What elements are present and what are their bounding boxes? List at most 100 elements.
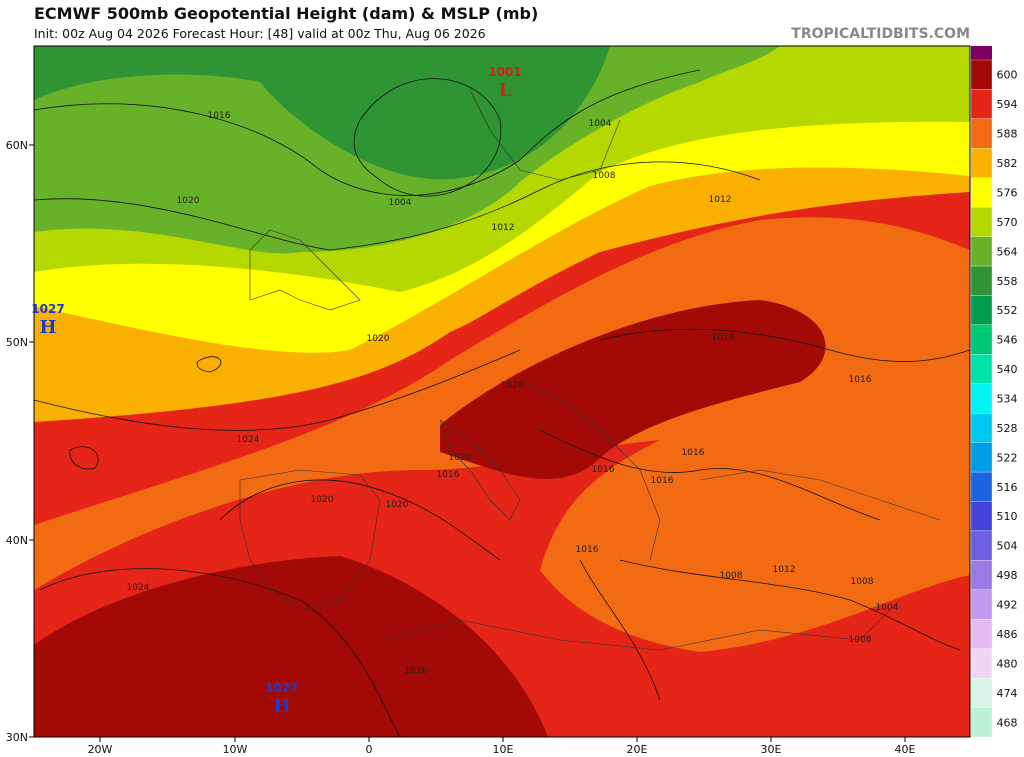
lon-label: 40E — [895, 743, 916, 756]
isobar-label: 1016 — [651, 476, 674, 486]
isobar-label: 1016 — [576, 545, 599, 555]
colorbar-cell — [970, 354, 993, 384]
colorbar-cell — [970, 324, 993, 355]
lon-label: 0 — [366, 743, 373, 756]
colorbar-label: 522 — [997, 451, 1018, 464]
isobar-label: 1024 — [127, 583, 150, 593]
colorbar-cell — [970, 207, 993, 237]
colorbar-label: 504 — [997, 540, 1018, 553]
lon-label: 10W — [223, 743, 248, 756]
colorbar-label: 570 — [997, 216, 1018, 229]
pressure-center-letter: L — [499, 80, 512, 101]
colorbar-cell — [970, 118, 993, 149]
isobar-label: 1016 — [712, 333, 735, 343]
coastlines — [239, 89, 941, 651]
isobar-label: 1016 — [405, 666, 428, 676]
pressure-center-value: 1027 — [265, 681, 298, 695]
colorbar-label: 510 — [997, 510, 1018, 523]
colorbar-cell — [970, 471, 993, 502]
lon-label: 30E — [761, 743, 782, 756]
colorbar-cell — [970, 530, 993, 561]
pressure-center-value: 1001 — [488, 65, 521, 79]
colorbar-cell — [970, 265, 993, 296]
colorbar-label: 468 — [997, 716, 1018, 729]
colorbar-label: 576 — [997, 186, 1018, 199]
colorbar-cell — [970, 383, 993, 414]
lat-label: 30N — [6, 731, 28, 744]
colorbar-label: 480 — [997, 657, 1018, 670]
isobar-label: 1020 — [367, 334, 390, 344]
colorbar-cell — [970, 442, 993, 473]
lon-label: 10E — [493, 743, 514, 756]
colorbar-label: 588 — [997, 128, 1018, 141]
isobar-label: 1016 — [437, 470, 460, 480]
colorbar-cell — [970, 648, 993, 679]
colorbar-cell — [970, 619, 993, 649]
colorbar-cell — [970, 59, 993, 90]
lon-label: 20W — [88, 743, 113, 756]
isobar-label: 1012 — [709, 195, 732, 205]
colorbar-label: 564 — [997, 245, 1018, 258]
colorbar-top — [971, 46, 992, 60]
colorbar-label: 486 — [997, 628, 1018, 641]
pressure-center-value: 1027 — [31, 302, 64, 316]
colorbar-label: 594 — [997, 98, 1018, 111]
overlay: 600 594 588 582 576 570 564 558 552 546 540 534 528 5… — [6, 46, 1018, 756]
isobar-label: 1004 — [589, 119, 612, 129]
colorbar-cell — [970, 177, 993, 208]
isobar-label: 1016 — [208, 111, 231, 121]
isobar-label: 1016 — [849, 375, 872, 385]
colorbar-cell — [970, 89, 993, 120]
colorbar-cell — [970, 236, 993, 267]
colorbar-label: 558 — [997, 275, 1018, 288]
colorbar-cell — [970, 501, 993, 532]
isobar-label: 1016 — [682, 448, 705, 458]
colorbar-cell — [970, 707, 993, 738]
colorbar-label: 552 — [997, 304, 1018, 317]
pressure-center-letter: H — [39, 317, 56, 338]
colorbar-cell — [970, 295, 993, 326]
isobar-label: 1012 — [773, 565, 796, 575]
map-fill — [34, 46, 970, 737]
lat-label: 60N — [6, 139, 28, 152]
colorbar-label: 582 — [997, 157, 1018, 170]
isobar-label: 1008 — [720, 571, 743, 581]
colorbar-label: 546 — [997, 334, 1018, 347]
colorbar-cell — [970, 560, 993, 590]
isobar-label: 1008 — [593, 171, 616, 181]
isobar-label: 1008 — [851, 577, 874, 587]
colorbar-cell — [970, 413, 993, 443]
title: ECMWF 500mb Geopotential Height (dam) & … — [34, 4, 538, 23]
lon-label: 20E — [627, 743, 648, 756]
colorbar-cell — [970, 148, 993, 178]
isobar-label: 1020 — [501, 381, 524, 391]
colorbar-label: 516 — [997, 481, 1018, 494]
isobar-label: 1020 — [386, 500, 409, 510]
isobar-label: 1020 — [177, 196, 200, 206]
map-frame — [33, 45, 971, 738]
isobar-label: 1012 — [492, 223, 515, 233]
colorbar-cell — [970, 589, 993, 620]
isobar-label: 1020 — [311, 495, 334, 505]
colorbar-label: 528 — [997, 422, 1018, 435]
colorbar-label: 534 — [997, 393, 1018, 406]
colorbar-label: 498 — [997, 569, 1018, 582]
isobars — [34, 69, 970, 737]
colorbar-label: 492 — [997, 599, 1018, 612]
isobar-label: 1004 — [876, 603, 899, 613]
colorbar-label: 540 — [997, 363, 1018, 376]
lat-label: 40N — [6, 534, 28, 547]
isobar-label: 1004 — [389, 198, 412, 208]
credit: TROPICALTIDBITS.COM — [791, 26, 970, 42]
isobar-label: 1024 — [237, 435, 260, 445]
isobar-label: 1008 — [849, 635, 872, 645]
pressure-center-letter: H — [273, 696, 290, 717]
isobar-label: 1016 — [592, 465, 615, 475]
colorbar-label: 474 — [997, 687, 1018, 700]
colorbar-label: 600 — [997, 69, 1018, 82]
subtitle: Init: 00z Aug 04 2026 Forecast Hour: [48… — [34, 26, 486, 41]
colorbar-cell — [970, 677, 993, 708]
isobar-label: 1020 — [449, 453, 472, 463]
